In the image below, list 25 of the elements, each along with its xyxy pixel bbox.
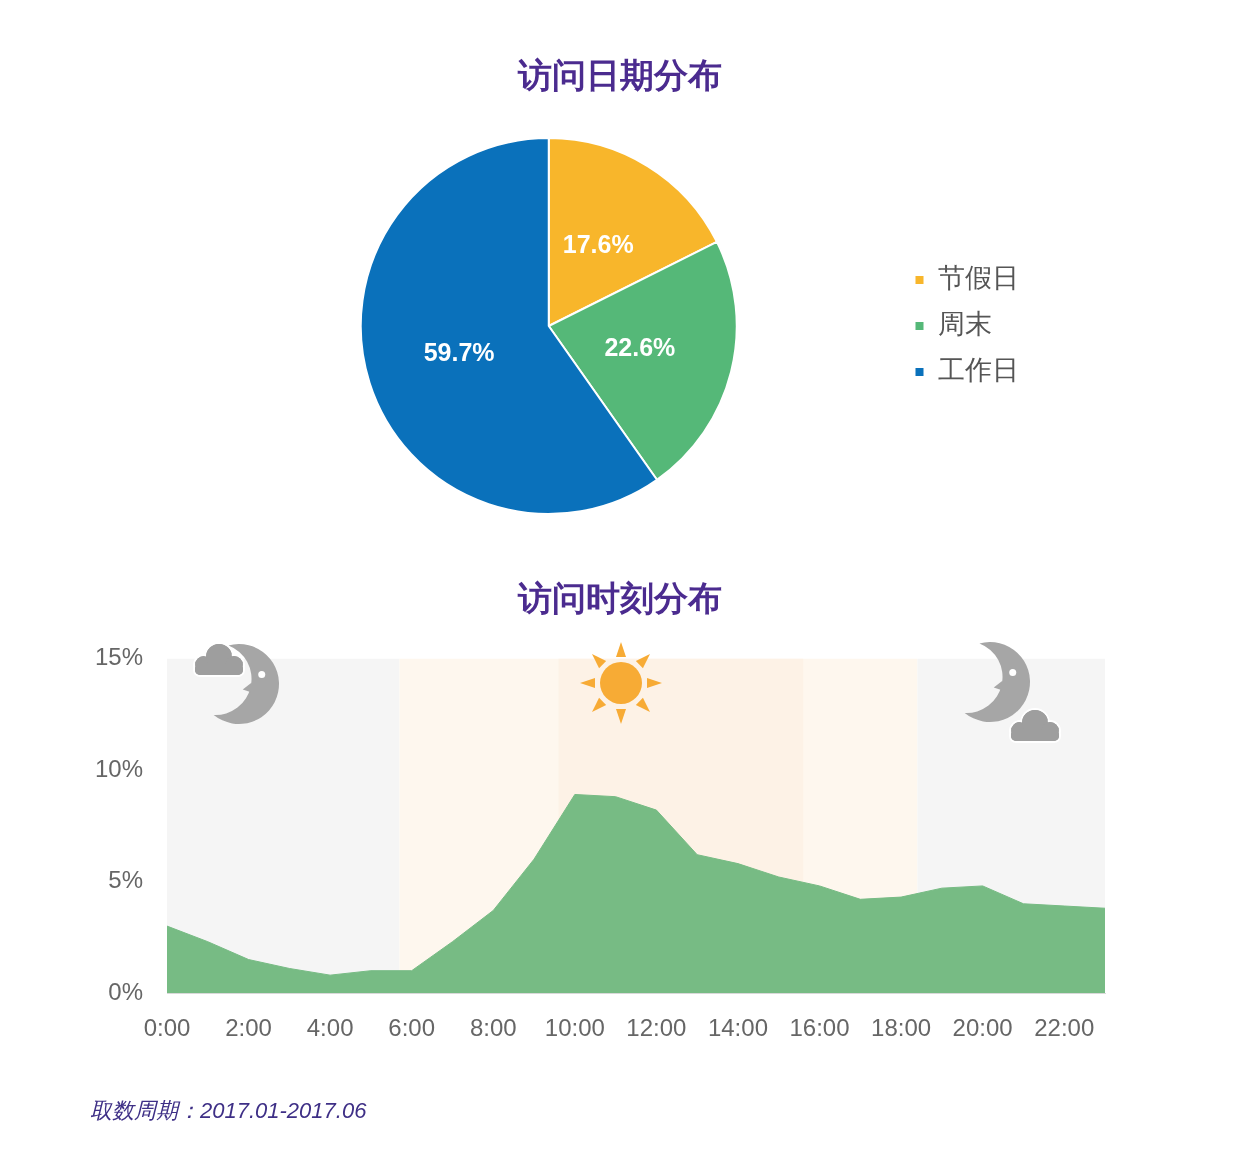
x-tick-label: 2:00 (225, 1014, 272, 1042)
data-label: 22.6% (604, 332, 676, 361)
x-tick-label: 22:00 (1034, 1014, 1095, 1042)
y-tick-label: 10% (94, 754, 143, 782)
text: 取数周期：2017.01-2017.06 (90, 1098, 367, 1124)
chart-title: 访问日期分布 (516, 55, 723, 95)
x-tick-label: 18:00 (871, 1014, 932, 1042)
x-tick-label: 20:00 (952, 1014, 1013, 1042)
x-tick-label: 8:00 (469, 1014, 517, 1042)
x-tick-label: 0:00 (143, 1014, 191, 1042)
x-tick-label: 4:00 (306, 1014, 354, 1042)
chart-title: 访问时刻分布 (516, 578, 723, 618)
y-tick-label: 5% (108, 866, 143, 894)
x-tick-label: 6:00 (388, 1014, 436, 1042)
legend-label: 节假日 (938, 263, 1019, 294)
x-tick-label: 14:00 (707, 1014, 768, 1042)
data-label: 17.6% (562, 229, 634, 258)
y-tick-label: 0% (108, 977, 143, 1005)
y-tick-label: 15% (94, 643, 143, 671)
legend-label: 工作日 (938, 355, 1019, 386)
data-label: 59.7% (423, 338, 495, 367)
x-tick-label: 12:00 (626, 1014, 687, 1042)
x-tick-label: 10:00 (544, 1014, 605, 1042)
x-tick-label: 16:00 (789, 1014, 850, 1042)
legend-label: 周末 (938, 309, 992, 340)
